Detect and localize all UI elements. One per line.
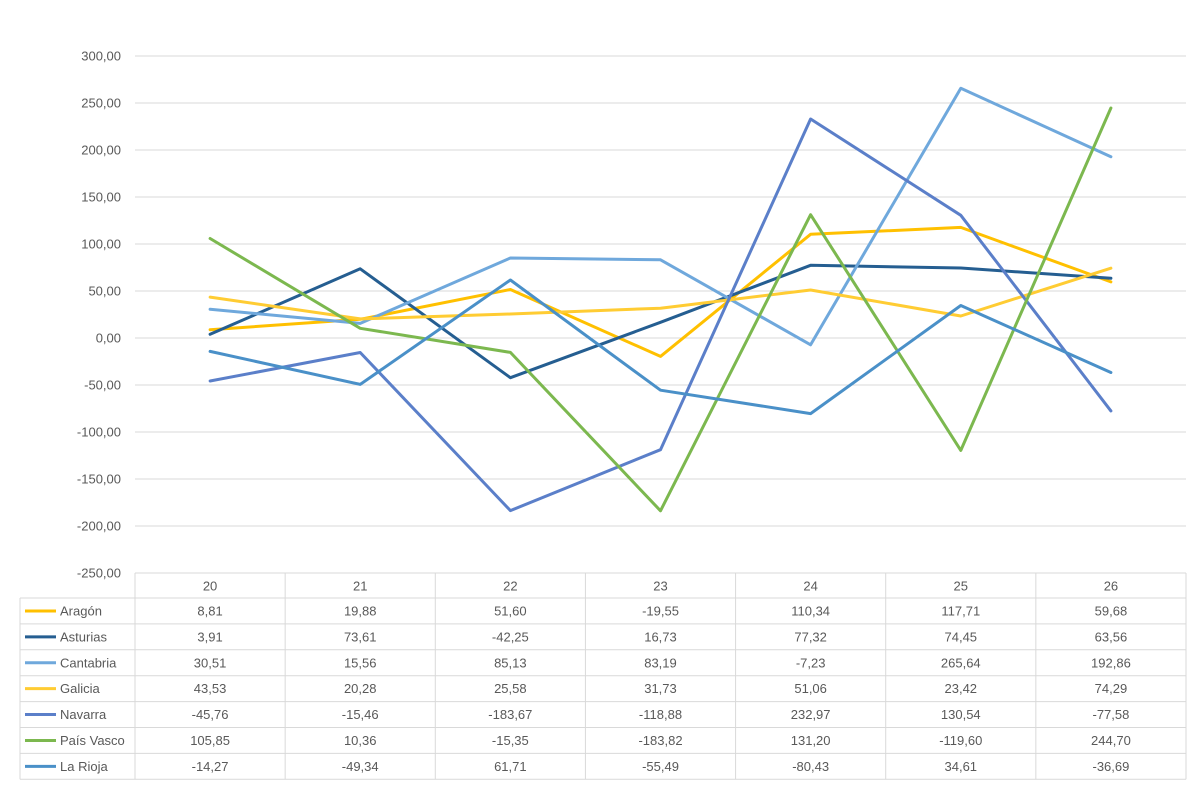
- y-tick-label: 300,00: [81, 49, 121, 64]
- data-cell: 19,88: [344, 603, 377, 618]
- data-cell: -183,82: [638, 733, 682, 748]
- data-cell: 43,53: [194, 681, 227, 696]
- x-tick-label: 26: [1104, 579, 1118, 594]
- legend-label: Galicia: [60, 681, 101, 696]
- data-cell: 73,61: [344, 629, 377, 644]
- legend-label: Aragón: [60, 603, 102, 618]
- x-tick-label: 22: [503, 579, 517, 594]
- series-line: [208, 278, 1113, 416]
- y-tick-label: -250,00: [77, 566, 121, 581]
- legend-label: Asturias: [60, 629, 107, 644]
- x-tick-label: 21: [353, 579, 367, 594]
- legend-label: País Vasco: [60, 733, 125, 748]
- data-cell: -14,27: [192, 759, 229, 774]
- data-cell: 130,54: [941, 707, 981, 722]
- x-tick-label: 25: [954, 579, 968, 594]
- data-cell: -118,88: [639, 707, 682, 722]
- data-cell: -15,35: [492, 733, 529, 748]
- data-cell: 51,06: [794, 681, 827, 696]
- series-line: [208, 225, 1113, 358]
- data-cell: 74,29: [1095, 681, 1128, 696]
- data-cell: 23,42: [945, 681, 978, 696]
- series-lines: [208, 86, 1113, 513]
- data-cell: 63,56: [1095, 629, 1128, 644]
- data-cell: 83,19: [644, 655, 677, 670]
- series-line: [208, 117, 1113, 513]
- data-cell: -36,69: [1092, 759, 1129, 774]
- data-cell: 244,70: [1091, 733, 1131, 748]
- x-tick-label: 23: [653, 579, 667, 594]
- y-tick-label: 250,00: [81, 96, 121, 111]
- data-cell: 77,32: [794, 629, 827, 644]
- data-cell: 74,45: [945, 629, 978, 644]
- y-tick-label: -100,00: [77, 425, 121, 440]
- y-tick-label: 200,00: [81, 143, 121, 158]
- y-tick-label: 50,00: [88, 284, 121, 299]
- data-cell: 105,85: [190, 733, 230, 748]
- x-tick-label: 20: [203, 579, 217, 594]
- data-cell: -77,58: [1092, 707, 1129, 722]
- data-cell: 16,73: [644, 629, 677, 644]
- data-cell: -119,60: [939, 733, 982, 748]
- y-tick-label: 0,00: [96, 331, 121, 346]
- data-table: 20 21 22 23 24 25 26 Aragón 8,81 19,88 51,60 -19,55…: [19, 572, 1187, 780]
- data-cell: 51,60: [494, 603, 527, 618]
- data-cell: -45,76: [192, 707, 229, 722]
- data-cell: 31,73: [644, 681, 677, 696]
- data-cell: 131,20: [791, 733, 831, 748]
- data-cell: 85,13: [494, 655, 527, 670]
- data-cell: 117,71: [941, 603, 980, 618]
- data-cell: 30,51: [194, 655, 227, 670]
- data-cell: -80,43: [792, 759, 829, 774]
- data-cell: -15,46: [342, 707, 379, 722]
- data-cell: -7,23: [796, 655, 826, 670]
- series-line: [208, 266, 1113, 321]
- data-cell: -183,67: [488, 707, 532, 722]
- gridlines: [135, 55, 1186, 527]
- data-cell: -55,49: [642, 759, 679, 774]
- y-tick-label: -50,00: [84, 378, 121, 393]
- data-cell: 110,34: [791, 603, 830, 618]
- data-cell: -42,25: [492, 629, 529, 644]
- legend-label: La Rioja: [60, 759, 108, 774]
- data-cell: 59,68: [1095, 603, 1128, 618]
- data-cell: -19,55: [642, 603, 679, 618]
- data-cell: 10,36: [344, 733, 377, 748]
- x-tick-label: 24: [803, 579, 817, 594]
- data-cell: 61,71: [494, 759, 527, 774]
- data-cell: 8,81: [197, 603, 222, 618]
- data-cell: -49,34: [342, 759, 379, 774]
- data-cell: 15,56: [344, 655, 377, 670]
- legend-label: Cantabria: [60, 655, 117, 670]
- series-line: [208, 263, 1113, 380]
- data-cell: 25,58: [494, 681, 527, 696]
- y-tick-label: 150,00: [81, 190, 121, 205]
- y-axis: 300,00 250,00 200,00 150,00 100,00 50,00 0,00 -…: [77, 49, 121, 581]
- data-cell: 192,86: [1091, 655, 1131, 670]
- data-cell: 20,28: [344, 681, 377, 696]
- data-cell: 34,61: [945, 759, 978, 774]
- y-tick-label: -150,00: [77, 472, 121, 487]
- legend-label: Navarra: [60, 707, 107, 722]
- series-line: [208, 86, 1113, 347]
- data-cell: 232,97: [791, 707, 831, 722]
- data-cell: 3,91: [197, 629, 222, 644]
- y-tick-label: 100,00: [81, 237, 121, 252]
- data-cell: 265,64: [941, 655, 981, 670]
- series-line: [208, 106, 1113, 513]
- y-tick-label: -200,00: [77, 519, 121, 534]
